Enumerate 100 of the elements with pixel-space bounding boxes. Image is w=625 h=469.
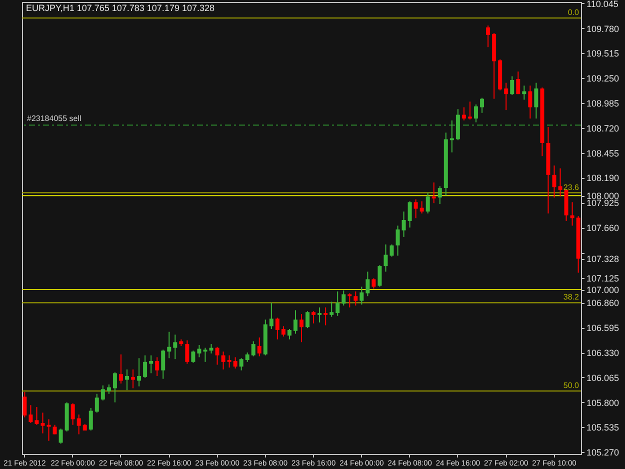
candlestick xyxy=(155,356,160,377)
y-tick-label: 106.595 xyxy=(586,323,620,334)
candlestick xyxy=(233,356,238,369)
y-tick-label: 107.328 xyxy=(586,254,620,264)
candlestick xyxy=(118,354,123,384)
candlestick xyxy=(372,278,376,290)
candlestick xyxy=(185,340,190,364)
candlestick xyxy=(300,313,304,343)
chart-title: EURJPY,H1 107.765 107.783 107.179 107.328 xyxy=(26,3,214,13)
candlestick xyxy=(88,407,93,432)
y-tick-label: 110.045 xyxy=(586,0,618,9)
candlestick xyxy=(510,76,514,96)
candlestick xyxy=(306,310,310,329)
candlestick xyxy=(384,244,388,272)
candlestick xyxy=(312,310,316,324)
candlestick xyxy=(354,290,358,306)
candlestick xyxy=(191,350,196,364)
y-tick-label: 109.515 xyxy=(586,48,620,59)
candlestick xyxy=(516,71,520,95)
candlestick xyxy=(360,286,364,306)
candlestick xyxy=(197,344,202,358)
candlestick xyxy=(269,302,274,330)
candlestick xyxy=(215,346,220,366)
candlestick xyxy=(528,85,532,120)
candlestick xyxy=(94,393,99,414)
candlestick xyxy=(432,182,436,204)
candlestick xyxy=(378,264,382,288)
candlestick xyxy=(106,384,111,394)
candlestick xyxy=(161,349,166,380)
y-tick-label: 108.455 xyxy=(586,148,620,158)
candlestick xyxy=(167,331,172,359)
candlestick xyxy=(239,358,244,371)
candlestick xyxy=(468,101,472,120)
candlestick xyxy=(324,306,328,326)
candlestick xyxy=(534,82,538,120)
candlestick xyxy=(486,24,490,48)
candlestick xyxy=(143,354,148,378)
candlestick xyxy=(34,406,39,426)
y-tick-label: 108.985 xyxy=(586,98,620,109)
candlestick xyxy=(112,372,117,403)
candlestick xyxy=(149,354,154,374)
candlestick xyxy=(330,301,334,318)
annotation: 50.0 xyxy=(563,381,580,390)
candlestick xyxy=(390,244,394,258)
annotation: 0.0 xyxy=(568,8,580,17)
candlestick xyxy=(474,104,478,123)
candlestick xyxy=(366,271,370,297)
y-tick-label: 105.535 xyxy=(586,422,620,433)
candlestick xyxy=(70,402,75,426)
candlestick xyxy=(438,186,442,205)
candlestick xyxy=(336,290,340,316)
ref-line-label: #23184055 sell xyxy=(27,114,82,124)
candlestick xyxy=(396,225,400,256)
y-tick-label: 109.250 xyxy=(586,74,620,84)
candlestick xyxy=(58,428,63,444)
candlestick xyxy=(40,412,45,434)
candlestick xyxy=(52,424,57,435)
candlestick xyxy=(137,358,142,387)
y-tick-label: 105.800 xyxy=(586,398,620,408)
candlestick xyxy=(131,368,136,389)
y-tick-label: 108.720 xyxy=(586,123,620,134)
annotation: 23.6 xyxy=(563,182,580,192)
candlestick xyxy=(100,384,105,401)
y-tick-label: 107.125 xyxy=(586,273,620,284)
y-tick-label: 107.660 xyxy=(586,223,620,234)
candlestick xyxy=(125,368,129,391)
candlestick xyxy=(348,292,352,308)
candlestick xyxy=(414,198,418,219)
candlestick xyxy=(293,310,298,334)
candlestick xyxy=(402,211,406,238)
candlestick xyxy=(221,351,226,370)
candlestick xyxy=(173,334,178,360)
candlestick xyxy=(552,165,556,198)
candlestick xyxy=(420,200,424,214)
annotation: 38.2 xyxy=(563,292,580,302)
candlestick xyxy=(76,414,81,435)
y-tick-label: 106.330 xyxy=(586,348,620,358)
y-tick-label: 105.270 xyxy=(586,448,620,458)
y-tick-label: 109.780 xyxy=(586,24,620,34)
candlestick xyxy=(287,328,292,340)
candlestick xyxy=(281,326,286,338)
candlestick xyxy=(426,192,430,214)
candlestick xyxy=(22,391,27,418)
candlestick xyxy=(558,168,562,198)
candlestick xyxy=(504,82,508,111)
candlestick xyxy=(251,340,256,357)
candlestick xyxy=(245,352,250,362)
candlestick xyxy=(462,106,466,121)
candlestick xyxy=(257,336,262,357)
candlestick xyxy=(275,317,280,340)
candlestick xyxy=(318,306,322,323)
y-tick-label: 106.860 xyxy=(586,298,620,308)
candlestick xyxy=(227,354,232,368)
y-tick-label: 107.925 xyxy=(586,198,620,208)
candlestick xyxy=(480,97,484,114)
candlestick xyxy=(28,404,33,424)
y-tick-label: 107.000 xyxy=(586,285,620,296)
y-tick-label: 106.065 xyxy=(586,372,620,383)
y-tick-label: 108.190 xyxy=(586,173,620,184)
candlestick xyxy=(342,290,346,306)
